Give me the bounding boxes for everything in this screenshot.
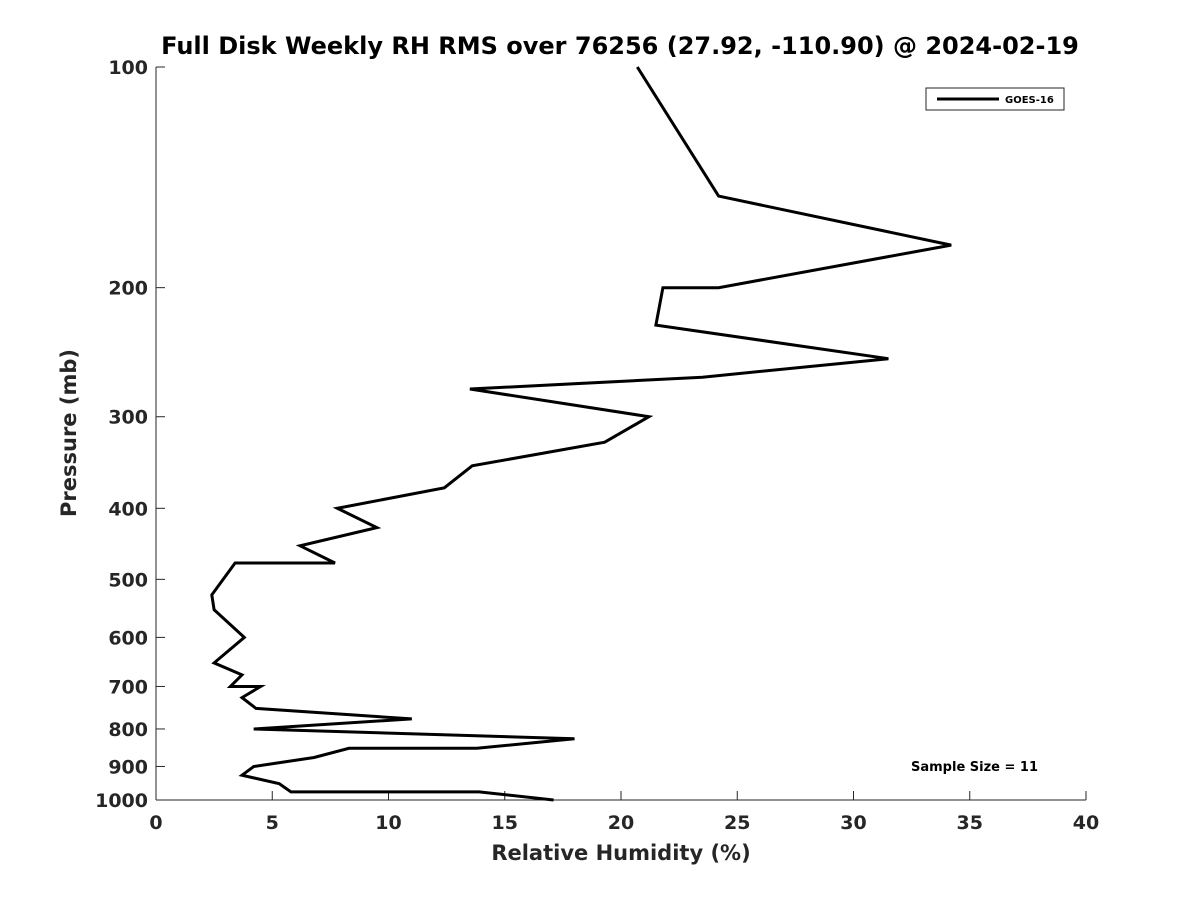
y-tick-label: 700 [108, 676, 148, 698]
series-group [210, 66, 952, 802]
x-tick-label: 30 [840, 812, 866, 834]
x-axis-label: Relative Humidity (%) [491, 841, 750, 865]
y-tick-label: 500 [108, 569, 148, 591]
chart-title: Full Disk Weekly RH RMS over 76256 (27.9… [161, 32, 1079, 60]
x-ticks: 0 5 10 15 20 25 30 35 40 [149, 791, 1099, 834]
x-tick-label: 25 [724, 812, 750, 834]
x-tick-label: 0 [149, 812, 162, 834]
y-tick-label: 400 [108, 498, 148, 520]
y-axis-label: Pressure (mb) [57, 349, 81, 517]
legend: GOES-16 [925, 87, 1065, 111]
sample-size-annotation: Sample Size = 11 [911, 760, 1038, 775]
x-tick-label: 20 [608, 812, 634, 834]
x-tick-label: 10 [375, 812, 401, 834]
x-tick-label: 15 [492, 812, 518, 834]
y-tick-label: 200 [108, 278, 148, 300]
y-tick-label: 100 [108, 57, 148, 79]
y-tick-label: 300 [108, 407, 148, 429]
y-tick-label: 800 [108, 719, 148, 741]
y-tick-label: 900 [108, 756, 148, 778]
x-tick-label: 40 [1073, 812, 1099, 834]
y-tick-label: 600 [108, 627, 148, 649]
y-tick-label: 1000 [95, 790, 148, 812]
y-ticks: 100 200 300 400 500 600 700 800 900 1000 [95, 57, 165, 812]
legend-entry: GOES-16 [1005, 95, 1054, 106]
x-tick-label: 35 [957, 812, 983, 834]
x-tick-label: 5 [266, 812, 279, 834]
series-line-goes-16 [210, 66, 952, 802]
